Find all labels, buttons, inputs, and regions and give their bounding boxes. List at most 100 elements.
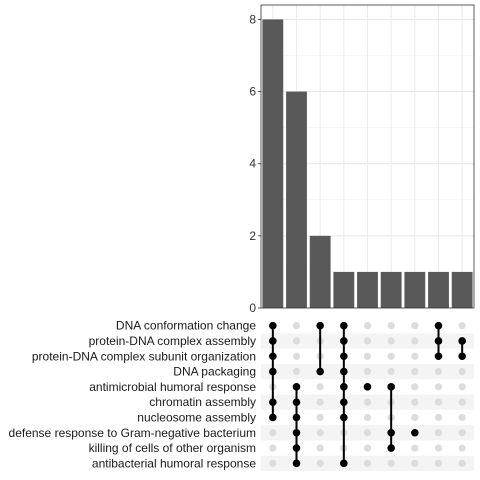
matrix-dot-inactive (292, 337, 301, 345)
matrix-dot-inactive (434, 398, 443, 406)
matrix-dot-inactive (363, 444, 372, 452)
y-tick-label: 6 (249, 85, 256, 99)
matrix-dot-inactive (458, 429, 466, 437)
y-tick-label: 0 (249, 301, 256, 315)
matrix-dot-active (269, 398, 277, 406)
matrix-dot-active (269, 413, 277, 422)
matrix-dot-inactive (458, 398, 466, 406)
matrix-dot-inactive (387, 322, 395, 330)
matrix-dot-active (269, 352, 277, 361)
matrix-dot-active (340, 413, 348, 422)
matrix-dot-inactive (387, 337, 395, 345)
matrix-dot-active (387, 428, 395, 437)
matrix-dot-active (292, 444, 301, 452)
matrix-dot-inactive (269, 444, 277, 452)
matrix-dot-inactive (316, 413, 324, 422)
matrix-dot-inactive (269, 459, 277, 467)
matrix-dot-inactive (411, 322, 419, 330)
intersection-bar (262, 19, 284, 309)
matrix-dot-inactive (363, 413, 372, 422)
set-label: defense response to Gram-negative bacter… (9, 426, 256, 440)
matrix-dot-inactive (316, 383, 324, 391)
set-label: nucleosome assembly (137, 410, 256, 424)
matrix-dot-active (340, 383, 348, 391)
matrix-dot-inactive (363, 322, 372, 330)
matrix-dot-inactive (316, 429, 324, 437)
matrix-dot-inactive (269, 429, 277, 437)
matrix-dot-inactive (411, 398, 419, 406)
intersection-bar (309, 235, 331, 308)
matrix-dot-inactive (434, 413, 443, 422)
set-label: chromatin assembly (149, 395, 256, 409)
matrix-dot-inactive (411, 459, 419, 467)
matrix-dot-inactive (434, 429, 443, 437)
matrix-dot-inactive (434, 367, 443, 376)
matrix-dot-active (292, 383, 301, 391)
set-label: protein-DNA complex assembly (89, 334, 256, 348)
matrix-dot-inactive (363, 398, 372, 406)
matrix-dot-active (458, 337, 466, 345)
matrix-dot-active (269, 337, 277, 345)
matrix-dot-inactive (292, 322, 301, 330)
matrix-dot-inactive (458, 322, 466, 330)
set-label: DNA packaging (173, 365, 256, 379)
matrix-dot-active (434, 337, 443, 345)
matrix-dot-active (411, 428, 419, 437)
intersection-bar (333, 271, 355, 308)
matrix-dot-inactive (411, 444, 419, 452)
matrix-dot-inactive (458, 367, 466, 376)
matrix-dot-inactive (434, 383, 443, 391)
bar-panel: 0 2 4 6 8 (249, 4, 475, 315)
matrix-dot-active (292, 398, 301, 406)
matrix-panel (261, 321, 474, 471)
matrix-dot-active (340, 459, 348, 468)
set-label: protein-DNA complex subunit organization (32, 349, 256, 363)
matrix-dot-inactive (458, 383, 466, 391)
matrix-dot-active (292, 413, 301, 422)
matrix-dot-active (269, 367, 277, 376)
matrix-dot-active (363, 383, 372, 391)
matrix-dot-active (434, 321, 443, 330)
intersection-bar (451, 271, 473, 308)
matrix-dot-inactive (316, 444, 324, 452)
matrix-dot-active (387, 383, 395, 391)
matrix-dot-active (292, 459, 301, 468)
matrix-dot-inactive (458, 459, 466, 467)
y-tick-label: 2 (249, 229, 256, 243)
matrix-dot-inactive (387, 367, 395, 376)
matrix-dot-inactive (411, 383, 419, 391)
matrix-dot-active (340, 321, 348, 330)
matrix-dot-inactive (458, 413, 466, 422)
intersection-bar (428, 271, 449, 308)
matrix-dot-active (292, 428, 301, 437)
intersection-bar (357, 271, 378, 308)
matrix-dot-inactive (363, 337, 372, 345)
matrix-dot-active (340, 337, 348, 345)
matrix-dot-inactive (411, 367, 419, 376)
matrix-dot-inactive (363, 352, 372, 360)
set-label: DNA conformation change (116, 319, 256, 333)
matrix-dot-inactive (363, 367, 372, 376)
matrix-dot-inactive (434, 459, 443, 467)
matrix-dot-inactive (292, 367, 301, 376)
matrix-dot-active (316, 321, 324, 330)
matrix-dot-active (458, 352, 466, 361)
matrix-dot-inactive (434, 444, 443, 452)
matrix-dot-inactive (316, 398, 324, 406)
intersection-bar (404, 271, 426, 308)
matrix-dot-inactive (387, 352, 395, 360)
matrix-dot-inactive (411, 413, 419, 422)
matrix-dot-inactive (316, 459, 324, 467)
y-tick-label: 8 (249, 12, 256, 26)
matrix-dot-active (340, 352, 348, 361)
matrix-dot-inactive (411, 337, 419, 345)
set-label: antimicrobial humoral response (89, 380, 256, 394)
matrix-dot-active (316, 367, 324, 376)
matrix-dot-active (269, 321, 277, 330)
matrix-dot-inactive (363, 429, 372, 437)
matrix-dot-inactive (458, 444, 466, 452)
matrix-dot-active (434, 352, 443, 361)
intersection-bar (286, 91, 307, 308)
